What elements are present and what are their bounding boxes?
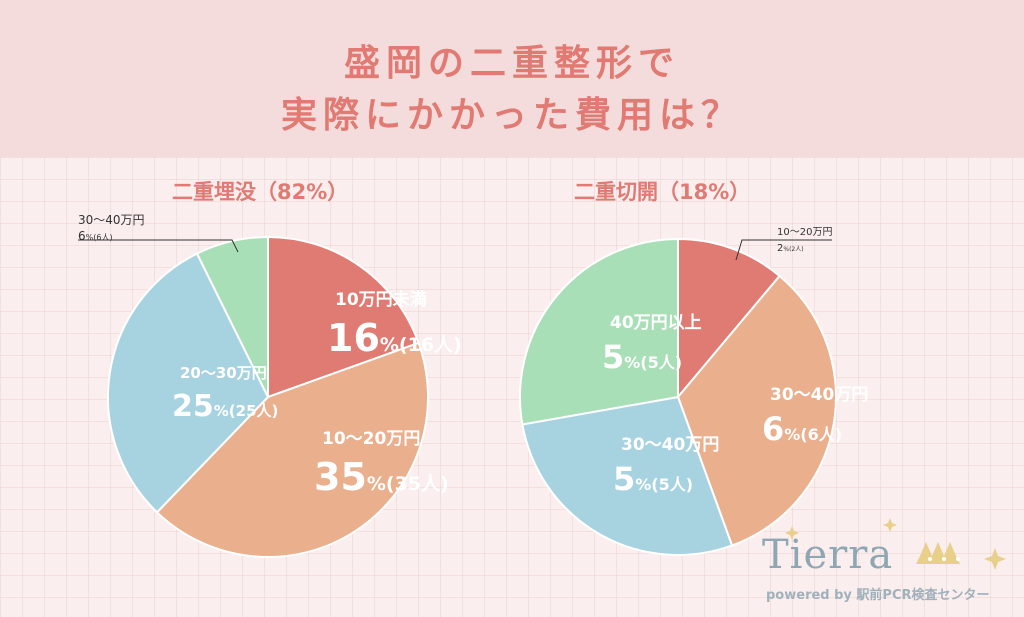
slice-label-0-2: 20〜30万円	[180, 364, 267, 382]
slice-label-1-2: 30〜40万円	[621, 435, 719, 455]
page-title-line2: 実際にかかった費用は？	[280, 95, 743, 136]
pie-slice-1-0	[677, 237, 781, 400]
slice-label-0-0: 10万円未満	[335, 289, 427, 310]
slice-label-1-3: 40万円以上	[610, 313, 702, 333]
slice-value-1-1: 6%(6人)	[762, 410, 842, 448]
logo-wordmark: Tierra	[762, 532, 894, 578]
slice-value-0-0: 16%(16人)	[327, 316, 462, 360]
crown-icon	[785, 518, 1006, 570]
pie-slice-0-1	[155, 341, 429, 558]
slice-value-1-0: 2%(2人)	[777, 243, 804, 254]
page-title-line1: 盛岡の二重整形で	[343, 43, 680, 84]
callout-line-1-0	[735, 239, 832, 261]
slice-value-0-1: 35%(35人)	[314, 455, 449, 499]
slice-label-0-3: 30〜40万円	[78, 213, 145, 227]
slice-label-1-0: 10〜20万円	[777, 227, 832, 238]
slice-label-0-1: 10〜20万円	[322, 429, 420, 449]
slice-label-1-1: 30〜40万円	[770, 385, 868, 405]
chart-title-maibotsu: 二重埋没（82%）	[172, 180, 349, 204]
slice-value-0-2: 25%(25人)	[172, 389, 278, 424]
pie-slice-1-2	[521, 395, 734, 556]
logo-subtitle: powered by 駅前PCR検査センター	[766, 588, 990, 603]
slice-value-1-2: 5%(5人)	[613, 460, 693, 498]
pie-slice-1-3	[519, 237, 679, 426]
callout-line-0-3	[78, 239, 239, 253]
chart-title-sekkai: 二重切開（18%）	[574, 180, 751, 204]
tierra-logo: Tierra powered by 駅前PCR検査センター	[740, 514, 1020, 614]
slice-value-1-3: 5%(5人)	[602, 338, 682, 376]
header-banner: 盛岡の二重整形で 実際にかかった費用は？	[0, 0, 1024, 157]
pie-slice-1-1	[676, 274, 837, 547]
slice-value-0-3: 6%(6人)	[78, 229, 113, 243]
pie-slice-0-3	[195, 235, 269, 398]
pie-slice-0-0	[267, 235, 420, 399]
